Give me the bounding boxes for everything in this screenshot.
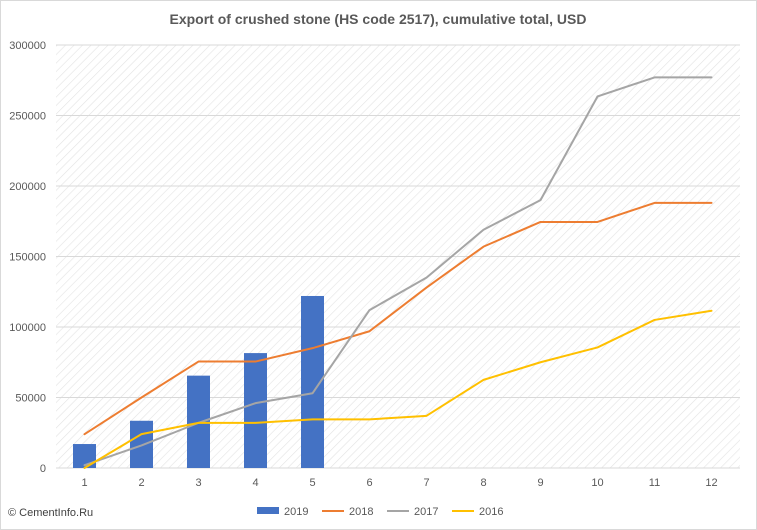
legend-swatch-2019 [257, 507, 279, 514]
x-tick-label: 2 [138, 477, 144, 489]
legend: 2019 2018 2017 2016 [257, 506, 503, 518]
x-tick-label: 10 [591, 477, 603, 489]
y-tick-label: 300000 [9, 40, 46, 52]
line-series [83, 76, 713, 469]
y-tick-label: 150000 [9, 252, 46, 264]
x-tick-label: 5 [309, 477, 315, 489]
legend-label-2017: 2017 [414, 506, 438, 518]
gridlines [56, 44, 740, 469]
bar-2019 [244, 353, 267, 468]
y-axis-ticks: 0 50000 100000 150000 200000 250000 300000 [9, 40, 46, 475]
x-tick-label: 8 [480, 477, 486, 489]
x-axis-ticks: 1 2 3 4 5 6 7 8 9 10 11 12 [81, 477, 717, 489]
series-line-2017 [83, 76, 713, 467]
bar-series [73, 295, 324, 468]
x-tick-label: 11 [649, 477, 660, 489]
y-tick-label: 50000 [15, 393, 46, 405]
y-tick-label: 250000 [9, 111, 46, 123]
legend-label-2016: 2016 [479, 506, 503, 518]
x-tick-label: 12 [705, 477, 717, 489]
bar-2019 [73, 444, 96, 468]
x-tick-label: 4 [252, 477, 258, 489]
x-tick-label: 3 [195, 477, 201, 489]
bar-2019 [301, 295, 324, 468]
series-line-2016 [83, 309, 713, 469]
series-line-2018 [83, 201, 713, 436]
legend-label-2018: 2018 [349, 506, 373, 518]
x-tick-label: 1 [81, 477, 87, 489]
x-tick-label: 9 [537, 477, 543, 489]
x-tick-label: 6 [366, 477, 372, 489]
y-tick-label: 200000 [9, 181, 46, 193]
chart-title: Export of crushed stone (HS code 2517), … [170, 11, 587, 27]
legend-label-2019: 2019 [284, 506, 308, 518]
y-tick-label: 0 [40, 463, 46, 475]
credit-text: © CementInfo.Ru [8, 507, 94, 519]
x-tick-label: 7 [423, 477, 429, 489]
y-tick-label: 100000 [9, 322, 46, 334]
